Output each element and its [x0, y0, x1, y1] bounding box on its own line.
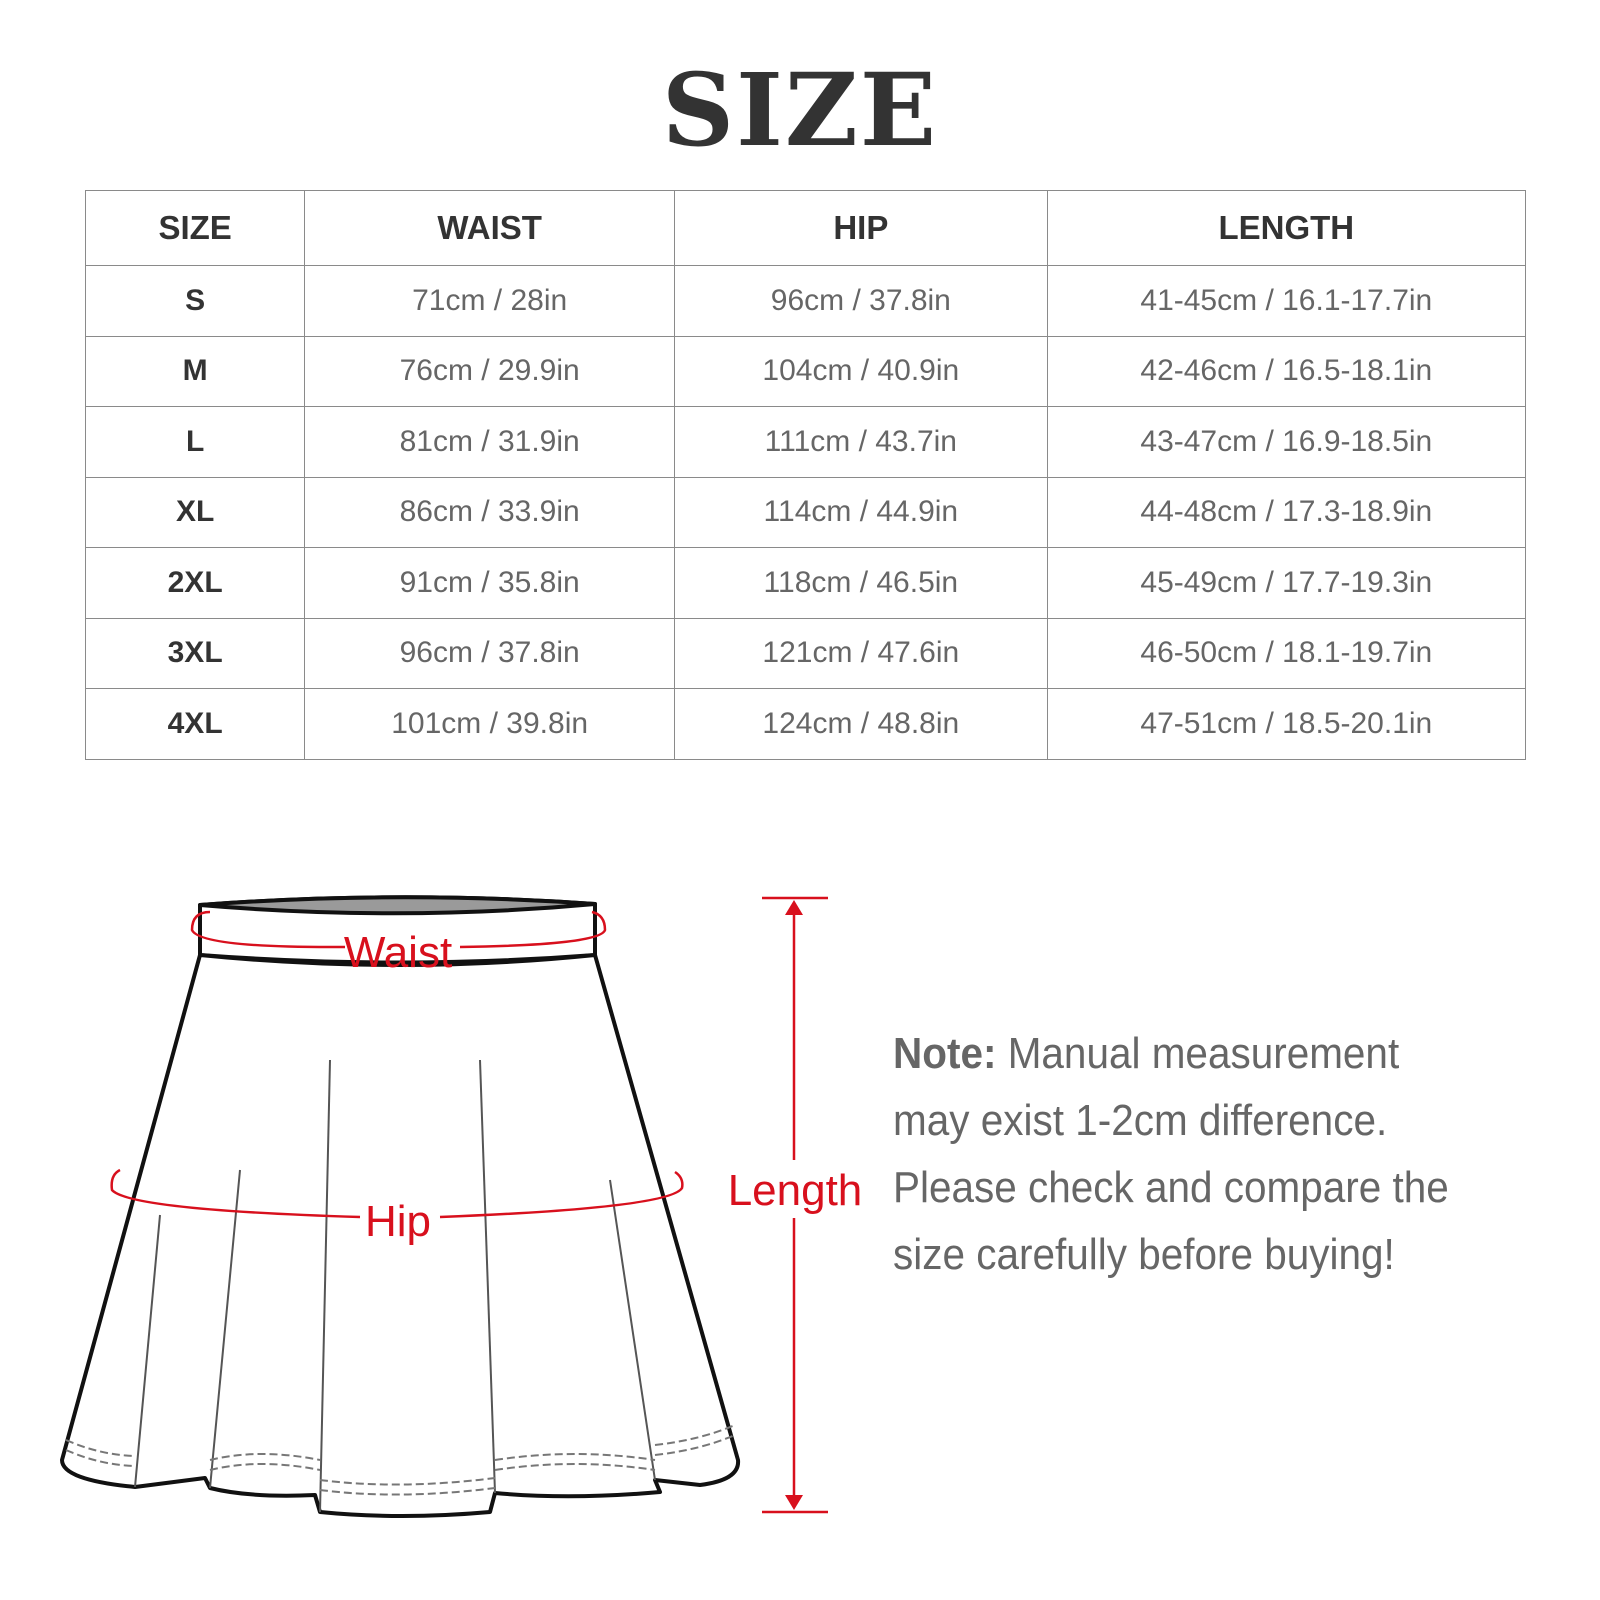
column-header-waist: WAIST — [304, 190, 676, 266]
table-cell-length: 45-49cm / 17.7-19.3in — [1046, 547, 1527, 619]
table-row: 3XL 96cm / 37.8in 121cm / 47.6in 46-50cm / … — [84, 617, 1527, 689]
table-body: S 71cm / 28in 96cm / 37.8in 41-45cm / 16.1-… — [84, 265, 1527, 760]
table-cell-size: 4XL — [84, 688, 306, 760]
table-cell-size: XL — [84, 476, 306, 548]
column-header-hip: HIP — [674, 190, 1048, 266]
table-cell-hip: 96cm / 37.8in — [674, 265, 1048, 337]
table-cell-hip: 111cm / 43.7in — [674, 406, 1048, 478]
table-cell-hip: 114cm / 44.9in — [674, 476, 1048, 548]
table-cell-hip: 124cm / 48.8in — [674, 688, 1048, 760]
table-row: M 76cm / 29.9in 104cm / 40.9in 42-46cm / 16… — [84, 335, 1527, 407]
page-title: SIZE — [661, 51, 939, 169]
table-cell-size: S — [84, 265, 306, 337]
length-label: Length — [728, 1166, 863, 1215]
length-measure-arrow — [762, 896, 828, 1514]
table-cell-size: L — [84, 406, 306, 478]
table-row: S 71cm / 28in 96cm / 37.8in 41-45cm / 16.1-… — [84, 265, 1527, 337]
waist-label: Waist — [344, 928, 452, 977]
table-cell-waist: 91cm / 35.8in — [304, 547, 676, 619]
size-table: SIZE WAIST HIP LENGTH S 71cm / 28in 96cm / 37… — [84, 190, 1527, 760]
table-cell-waist: 71cm / 28in — [304, 265, 676, 337]
table-cell-size: 3XL — [84, 617, 306, 689]
table-cell-length: 44-48cm / 17.3-18.9in — [1046, 476, 1527, 548]
table-row: 4XL 101cm / 39.8in 124cm / 48.8in 47-51cm /… — [84, 688, 1527, 760]
table-cell-waist: 101cm / 39.8in — [304, 688, 676, 760]
note-label: Note: — [893, 1029, 997, 1078]
table-cell-hip: 118cm / 46.5in — [674, 547, 1048, 619]
note-text: Note: Manual measurement may exist 1-2cm… — [893, 1020, 1482, 1288]
column-header-size: SIZE — [84, 190, 306, 266]
table-row: XL 86cm / 33.9in 114cm / 44.9in 44-48cm / 1… — [84, 476, 1527, 548]
hip-label: Hip — [365, 1197, 431, 1246]
table-cell-length: 41-45cm / 16.1-17.7in — [1046, 265, 1527, 337]
table-cell-waist: 86cm / 33.9in — [304, 476, 676, 548]
table-cell-length: 43-47cm / 16.9-18.5in — [1046, 406, 1527, 478]
table-cell-hip: 121cm / 47.6in — [674, 617, 1048, 689]
hip-measure-line — [110, 1168, 684, 1219]
note-body: Manual measurement may exist 1-2cm diffe… — [893, 1029, 1449, 1279]
table-header-row: SIZE WAIST HIP LENGTH — [84, 190, 1527, 266]
table-cell-length: 42-46cm / 16.5-18.1in — [1046, 335, 1527, 407]
table-cell-waist: 76cm / 29.9in — [304, 335, 676, 407]
skirt-illustration — [60, 895, 741, 1518]
table-row: L 81cm / 31.9in 111cm / 43.7in 43-47cm / 16… — [84, 406, 1527, 478]
waist-measure-line — [190, 910, 607, 949]
table-cell-waist: 96cm / 37.8in — [304, 617, 676, 689]
column-header-length: LENGTH — [1046, 190, 1527, 266]
table-row: 2XL 91cm / 35.8in 118cm / 46.5in 45-49cm / … — [84, 547, 1527, 619]
table-cell-hip: 104cm / 40.9in — [674, 335, 1048, 407]
table-cell-length: 46-50cm / 18.1-19.7in — [1046, 617, 1527, 689]
table-cell-waist: 81cm / 31.9in — [304, 406, 676, 478]
table-cell-length: 47-51cm / 18.5-20.1in — [1046, 688, 1527, 760]
